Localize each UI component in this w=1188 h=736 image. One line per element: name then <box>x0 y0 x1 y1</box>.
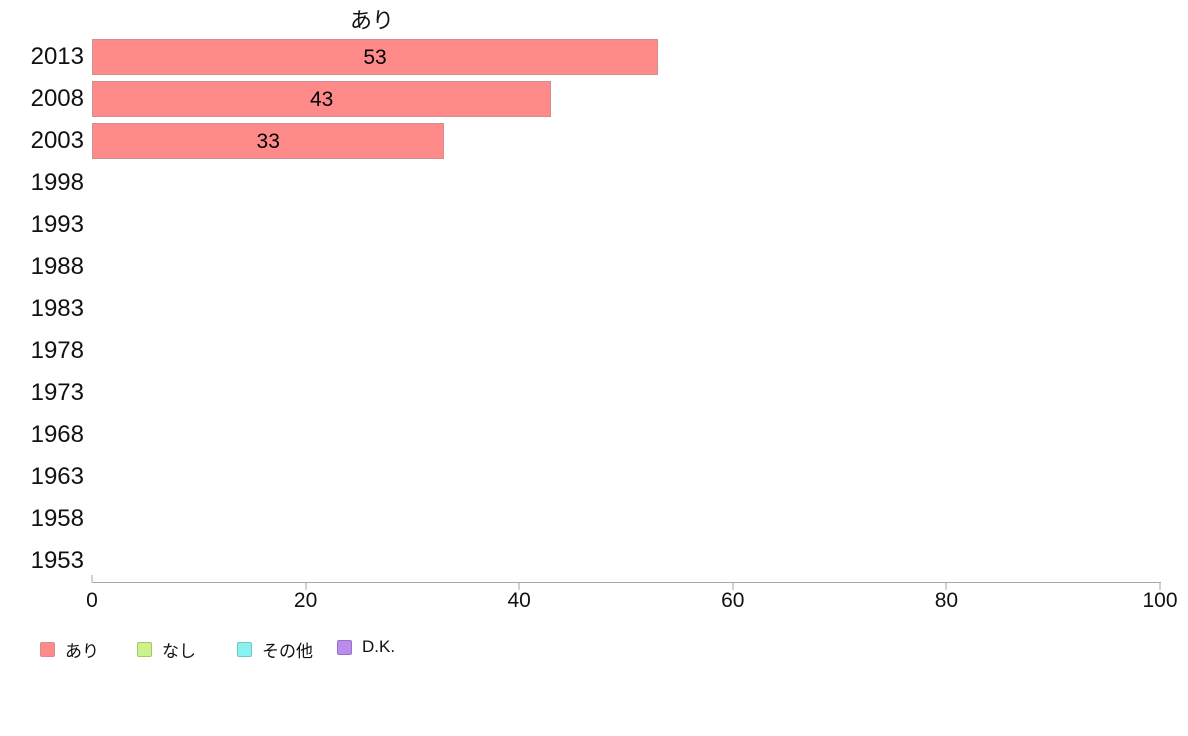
x-axis-tick-label: 100 <box>1142 589 1178 612</box>
bar-track: 33 <box>92 123 1160 159</box>
x-axis-tick-label: 0 <box>86 589 98 612</box>
y-axis-label: 1993 <box>30 211 84 238</box>
legend-swatch <box>337 639 352 655</box>
chart-row: 1953 <box>0 540 1188 582</box>
chart-row: 1988 <box>0 246 1188 288</box>
chart-row: 1973 <box>0 372 1188 414</box>
x-axis-tick <box>305 583 307 590</box>
y-axis-label: 1983 <box>30 295 84 322</box>
chart-row: 1963 <box>0 456 1188 498</box>
bar-value-label: 43 <box>309 87 334 111</box>
y-axis-label: 1978 <box>30 337 84 364</box>
y-axis-label: 1998 <box>30 169 84 196</box>
x-axis-tick <box>732 583 734 590</box>
bar: 43 <box>92 81 552 117</box>
legend-item: あり <box>40 637 99 662</box>
y-axis-label: 1953 <box>30 547 84 574</box>
legend-swatch <box>137 642 152 657</box>
y-axis-label: 2003 <box>30 127 84 154</box>
chart-title: あり <box>349 8 394 33</box>
bar-track <box>92 543 1160 579</box>
y-axis-label: 1963 <box>30 463 84 490</box>
y-axis-label: 1958 <box>30 505 84 532</box>
bar-track: 53 <box>92 39 1160 75</box>
chart-row: 1983 <box>0 288 1188 330</box>
bar-track: 43 <box>92 81 1160 117</box>
legend-label: D.K. <box>362 637 396 656</box>
chart-row: 1958 <box>0 498 1188 540</box>
y-axis-label: 1988 <box>30 253 84 280</box>
x-axis-tick <box>91 575 93 582</box>
bar-value-label: 33 <box>256 129 280 153</box>
legend-item: D.K. <box>337 637 395 657</box>
chart-row: 1968 <box>0 414 1188 456</box>
bar-track <box>92 249 1160 285</box>
bar-track <box>92 291 1160 327</box>
y-axis-label: 2008 <box>30 85 84 112</box>
x-axis-tick <box>518 583 520 590</box>
x-axis-line <box>92 582 1161 583</box>
bar-track <box>92 375 1160 411</box>
x-axis-tick-label: 80 <box>934 589 959 612</box>
y-axis-label: 1973 <box>30 379 84 406</box>
chart-row: 1993 <box>0 204 1188 246</box>
x-axis-tick-label: 20 <box>293 589 318 612</box>
bar-track <box>92 459 1160 495</box>
bar: 53 <box>92 39 659 75</box>
legend-label: なし <box>162 642 196 661</box>
bar-track <box>92 417 1160 453</box>
legend-item: その他 <box>237 637 313 662</box>
chart-row: 1978 <box>0 330 1188 372</box>
chart-row: 2003 33 <box>0 120 1188 162</box>
x-axis-tick <box>1159 583 1161 590</box>
legend-item: なし <box>137 637 196 662</box>
chart-row: 2008 43 <box>0 78 1188 120</box>
bar-track <box>92 165 1160 201</box>
bar: 33 <box>92 123 445 159</box>
chart-row: 2013 53 <box>0 36 1188 78</box>
bar-track <box>92 333 1160 369</box>
x-axis-tick <box>945 583 947 590</box>
bar-track <box>92 207 1160 243</box>
y-axis-label: 1968 <box>30 421 84 448</box>
legend: あり なし その他 D.K. <box>0 637 1188 662</box>
legend-label: その他 <box>262 642 313 661</box>
x-axis-tick-label: 60 <box>721 589 745 612</box>
bar-track <box>92 501 1160 537</box>
legend-swatch <box>237 642 252 657</box>
y-axis-label: 2013 <box>30 43 84 70</box>
chart-row: 1998 <box>0 162 1188 204</box>
plot-area: 2013 53 2008 43 2003 33 1998 1993 1988 1983 1978 19… <box>0 36 1188 582</box>
legend-label: あり <box>65 642 99 661</box>
bar-value-label: 53 <box>363 45 387 69</box>
legend-swatch <box>40 642 55 657</box>
x-axis-tick-label: 40 <box>507 589 531 612</box>
